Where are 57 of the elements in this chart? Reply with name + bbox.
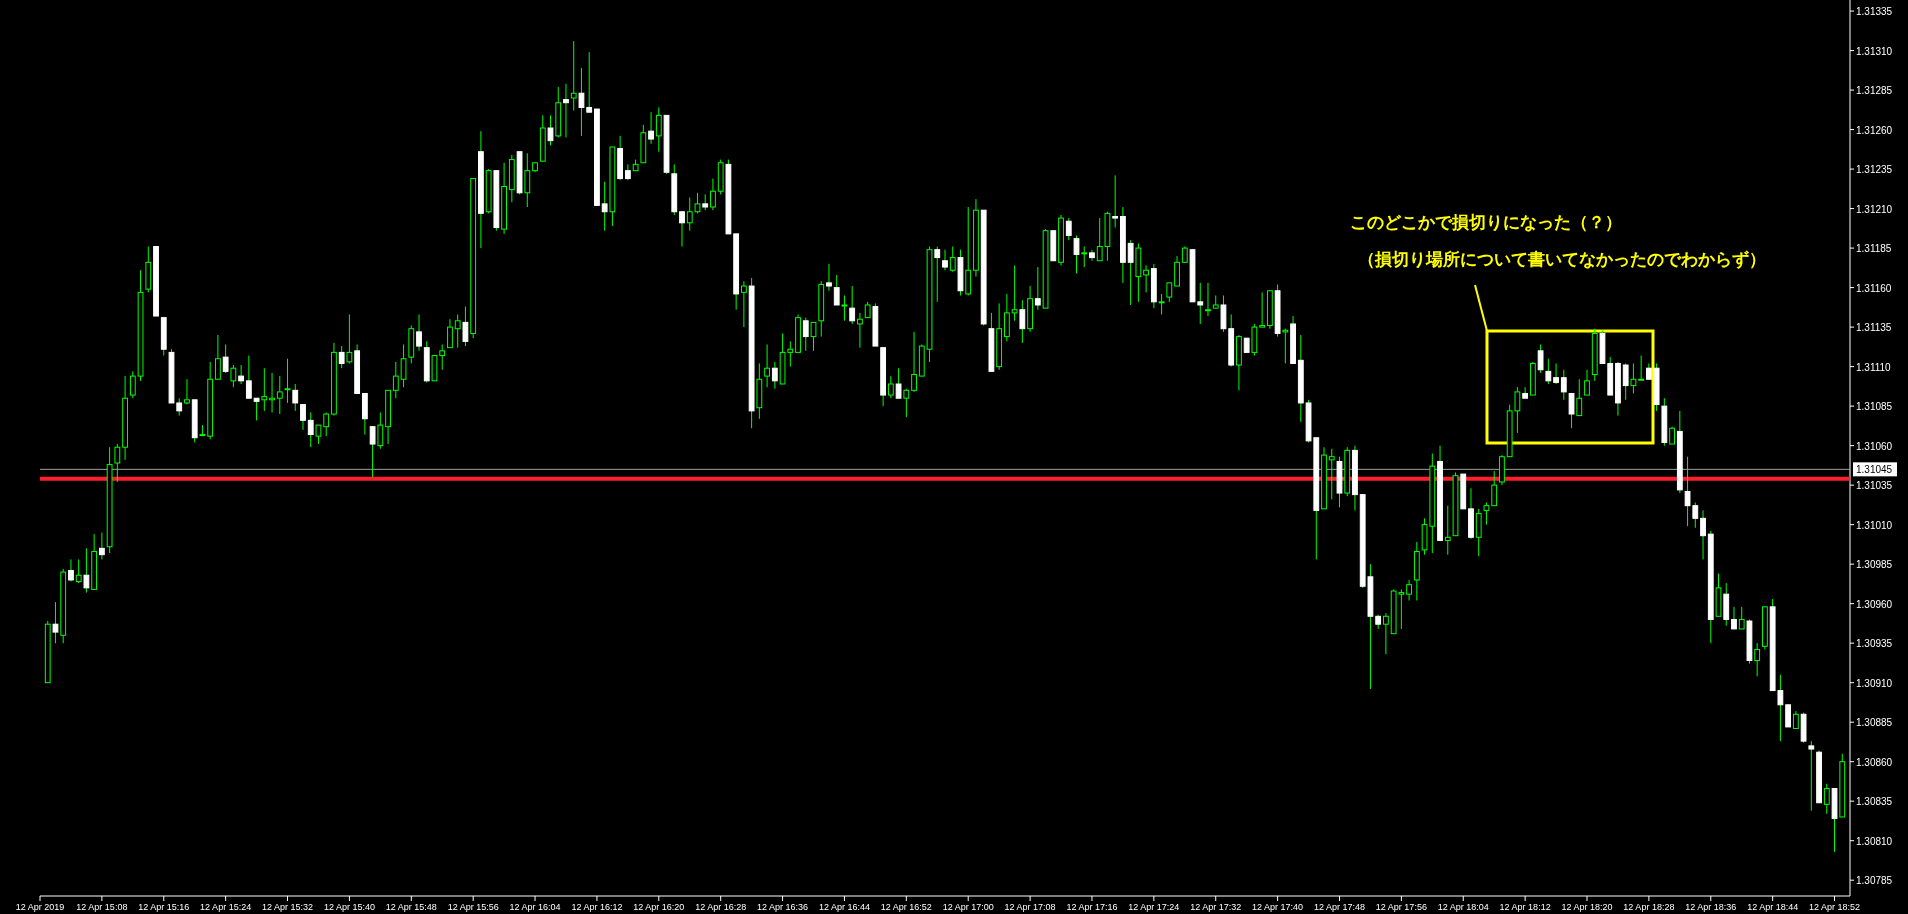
x-tick-label: 12 Apr 18:28: [1623, 902, 1675, 912]
annotation: このどこかで損切りになった（？）: [1350, 213, 1622, 232]
y-tick-label: 1.30985: [1856, 559, 1893, 571]
x-tick-label: 12 Apr 15:32: [262, 902, 314, 912]
ref-line: 1.31045: [39, 462, 1897, 477]
x-tick-label: 12 Apr 17:24: [1128, 902, 1180, 912]
y-tick-label: 1.31110: [1856, 361, 1892, 373]
x-tick-label: 12 Apr 18:12: [1499, 902, 1551, 912]
x-tick-label: 12 Apr 17:40: [1252, 902, 1304, 912]
x-tick-label: 12 Apr 18:20: [1561, 902, 1613, 912]
x-tick-label: 12 Apr 18:04: [1437, 902, 1489, 912]
y-tick-label: 1.30910: [1856, 677, 1893, 689]
annotation: （損切り場所について書いてなかったのでわからず）: [1358, 250, 1766, 269]
x-tick-label: 12 Apr 15:48: [385, 902, 437, 912]
x-tick-label: 12 Apr 17:32: [1190, 902, 1242, 912]
x-tick-label: 12 Apr 16:28: [695, 902, 747, 912]
x-tick-label: 12 Apr 15:16: [138, 902, 190, 912]
x-tick-label: 12 Apr 18:44: [1747, 902, 1799, 912]
x-tick-label: 12 Apr 18:36: [1685, 902, 1737, 912]
y-tick-label: 1.31085: [1856, 401, 1893, 413]
x-tick-label: 12 Apr 17:48: [1313, 902, 1366, 912]
x-tick-label: 12 Apr 15:24: [200, 902, 252, 912]
y-tick-label: 1.30835: [1856, 796, 1893, 808]
y-tick-label: 1.30785: [1856, 875, 1893, 887]
x-tick-label: 12 Apr 16:12: [571, 902, 623, 912]
y-tick-label: 1.31260: [1856, 124, 1893, 136]
x-tick-label: 12 Apr 2019: [15, 902, 65, 912]
y-tick-label: 1.31035: [1856, 480, 1893, 492]
y-tick-label: 1.30935: [1856, 638, 1893, 650]
y-tick-label: 1.30960: [1856, 598, 1893, 610]
x-tick-label: 12 Apr 16:04: [509, 902, 561, 912]
y-tick-label: 1.31135: [1856, 322, 1892, 334]
y-tick-label: 1.31285: [1856, 85, 1893, 97]
y-tick-label: 1.30885: [1856, 717, 1893, 729]
y-tick-label: 1.30860: [1856, 756, 1893, 768]
y-tick-label: 1.31160: [1856, 282, 1892, 294]
x-tick-label: 12 Apr 16:20: [633, 902, 685, 912]
y-tick-label: 1.31335: [1856, 6, 1893, 18]
y-tick-label: 1.31010: [1856, 519, 1893, 531]
x-tick-label: 12 Apr 17:08: [1004, 902, 1056, 912]
y-tick-label: 1.31060: [1856, 440, 1893, 452]
x-tick-label: 12 Apr 16:52: [880, 902, 932, 912]
x-tick-label: 12 Apr 15:56: [447, 902, 499, 912]
y-tick-label: 1.31310: [1856, 45, 1893, 57]
x-tick-label: 12 Apr 17:00: [942, 902, 994, 912]
y-tick-label: 1.31210: [1856, 203, 1893, 215]
x-tick-label: 12 Apr 18:52: [1809, 902, 1861, 912]
x-tick-label: 12 Apr 17:56: [1375, 902, 1427, 912]
x-tick-label: 12 Apr 17:16: [1066, 902, 1118, 912]
x-tick-label: 12 Apr 16:44: [818, 902, 870, 912]
y-tick-label: 1.31235: [1856, 164, 1893, 176]
x-tick-label: 12 Apr 15:08: [76, 902, 128, 912]
y-tick-label: 1.31185: [1856, 243, 1892, 255]
x-tick-label: 12 Apr 15:40: [323, 902, 375, 912]
x-tick-label: 12 Apr 16:36: [757, 902, 809, 912]
ref-line-label: 1.31045: [1856, 464, 1893, 476]
y-tick-label: 1.30810: [1856, 835, 1893, 847]
